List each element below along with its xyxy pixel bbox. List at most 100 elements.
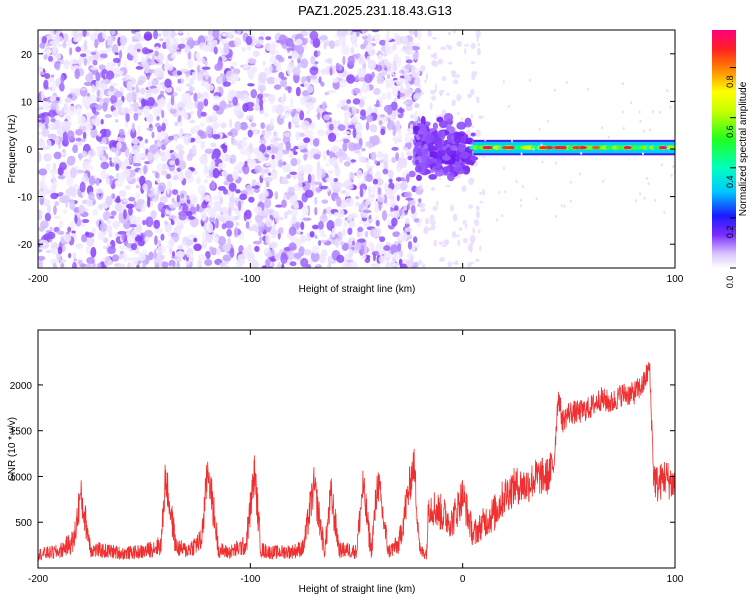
spectrogram-cell	[382, 168, 389, 175]
spectrogram-cell	[46, 42, 50, 47]
spectrogram-cell	[300, 234, 307, 243]
spectrogram-cell	[314, 196, 318, 205]
spectrogram-cell	[205, 250, 211, 260]
spectrogram-cell	[303, 249, 312, 256]
spectrogram-cell	[169, 265, 174, 268]
spectrogram-cell	[247, 69, 256, 76]
spectrogram-cell	[303, 163, 313, 174]
spectrogram-cell	[257, 93, 264, 100]
spectrogram-cell	[304, 95, 312, 99]
spectrogram-cell	[666, 89, 669, 93]
spectrogram-cell	[423, 143, 428, 150]
spectrogram-cell	[340, 241, 345, 246]
spectrogram-cell	[239, 193, 248, 201]
spectrogram-cell	[264, 99, 268, 103]
spectrogram-cell	[222, 81, 231, 87]
spectrogram-cell	[61, 120, 71, 128]
spectrogram-cell	[311, 186, 317, 192]
spectrogram-cell	[135, 83, 139, 92]
spectrogram-cell	[213, 46, 218, 55]
spectrogram-cell	[160, 170, 168, 176]
spectrogram-cell	[280, 253, 288, 264]
spectrogram-cell	[554, 161, 557, 165]
spectrogram-cell	[113, 91, 123, 98]
spectrogram-cell	[481, 155, 486, 158]
spectrogram-cell	[347, 227, 353, 236]
spectrogram-cell	[114, 179, 124, 188]
spectrogram-cell	[309, 230, 315, 238]
spectrogram-cell	[325, 65, 329, 76]
spectrogram-cell	[280, 76, 287, 81]
spectrogram-cell	[369, 165, 374, 169]
spectrogram-cell	[193, 243, 202, 252]
spectrogram-cell	[355, 201, 361, 208]
spectrogram-cell	[46, 231, 56, 240]
spectrogram-cell	[67, 226, 72, 233]
spectrogram-cell	[265, 252, 273, 258]
spectrogram-cell	[131, 137, 140, 145]
spectrogram-cell	[361, 30, 367, 34]
spectrogram-cell	[90, 51, 97, 56]
spectrogram-cell	[181, 93, 187, 104]
spectrogram-cell	[182, 203, 189, 214]
spectrogram-cell	[175, 221, 184, 226]
spectrogram-cell	[168, 214, 177, 220]
spectrogram-cell	[265, 233, 271, 245]
spectrogram-cell	[151, 79, 157, 88]
spectrogram-cell	[160, 156, 168, 162]
spectrogram-cell	[99, 222, 108, 232]
spectrogram-cell	[237, 200, 242, 211]
spectrogram-cell	[430, 53, 436, 58]
spectrogram-cell	[651, 110, 654, 114]
spectrogram-cell	[154, 46, 160, 51]
spectrogram-cell	[399, 92, 405, 97]
spectrogram-cell	[300, 58, 309, 69]
spectrogram-cell	[63, 33, 69, 43]
spectrogram-cell	[414, 261, 419, 268]
spectrogram-cell	[349, 212, 358, 219]
spectrogram-cell	[111, 44, 119, 54]
spectrogram-cell	[218, 162, 227, 169]
spectrogram-cell	[141, 47, 149, 55]
spectrogram-cell	[155, 193, 159, 200]
spectrogram-cell	[314, 265, 321, 268]
spectrogram-cell	[335, 131, 341, 138]
spectrogram-cell	[97, 57, 104, 61]
spectrogram-cell	[345, 192, 350, 198]
spectrogram-cell	[41, 36, 47, 45]
spectrogram-cell	[126, 203, 135, 209]
spectrogram-cell	[299, 110, 305, 121]
spectrogram-cell	[408, 30, 416, 36]
spectrogram-cell	[153, 30, 158, 40]
spectrogram-cell	[302, 206, 309, 216]
spectrogram-cell	[389, 78, 394, 89]
spectrogram-cell	[112, 156, 120, 163]
spectrogram-cell	[57, 246, 63, 255]
spectrogram-cell	[204, 148, 214, 154]
spectrogram-cell	[484, 138, 487, 142]
spectrogram-cell	[457, 239, 461, 246]
spectrogram-cell	[382, 154, 389, 164]
spectrogram-cell	[86, 256, 95, 265]
spectrogram-cell	[404, 191, 412, 198]
spectrogram-cell	[359, 156, 367, 163]
spectrogram-cell	[60, 262, 65, 268]
spectrogram-cell	[38, 248, 43, 253]
spectrogram-cell	[529, 78, 532, 82]
spectrogram-cell	[327, 186, 331, 192]
spectrogram-cell	[253, 188, 260, 194]
spectrogram-cell	[285, 141, 291, 151]
spectrogram-cell	[279, 216, 284, 221]
spectrogram-cell	[343, 111, 352, 119]
spectrogram-cell	[147, 196, 151, 208]
spectrogram-cell	[323, 42, 327, 50]
spectrogram-cell	[126, 235, 136, 243]
spectrogram-cell	[333, 178, 338, 183]
spectrogram-cell	[323, 114, 331, 121]
spectrogram-cell	[347, 185, 354, 189]
spectrogram-cell	[156, 67, 165, 78]
spectrogram-cell	[398, 258, 403, 266]
spectrogram-ytick-label: -20	[18, 240, 33, 251]
spectrogram-cell	[38, 138, 46, 149]
spectrogram-cell	[266, 145, 272, 151]
